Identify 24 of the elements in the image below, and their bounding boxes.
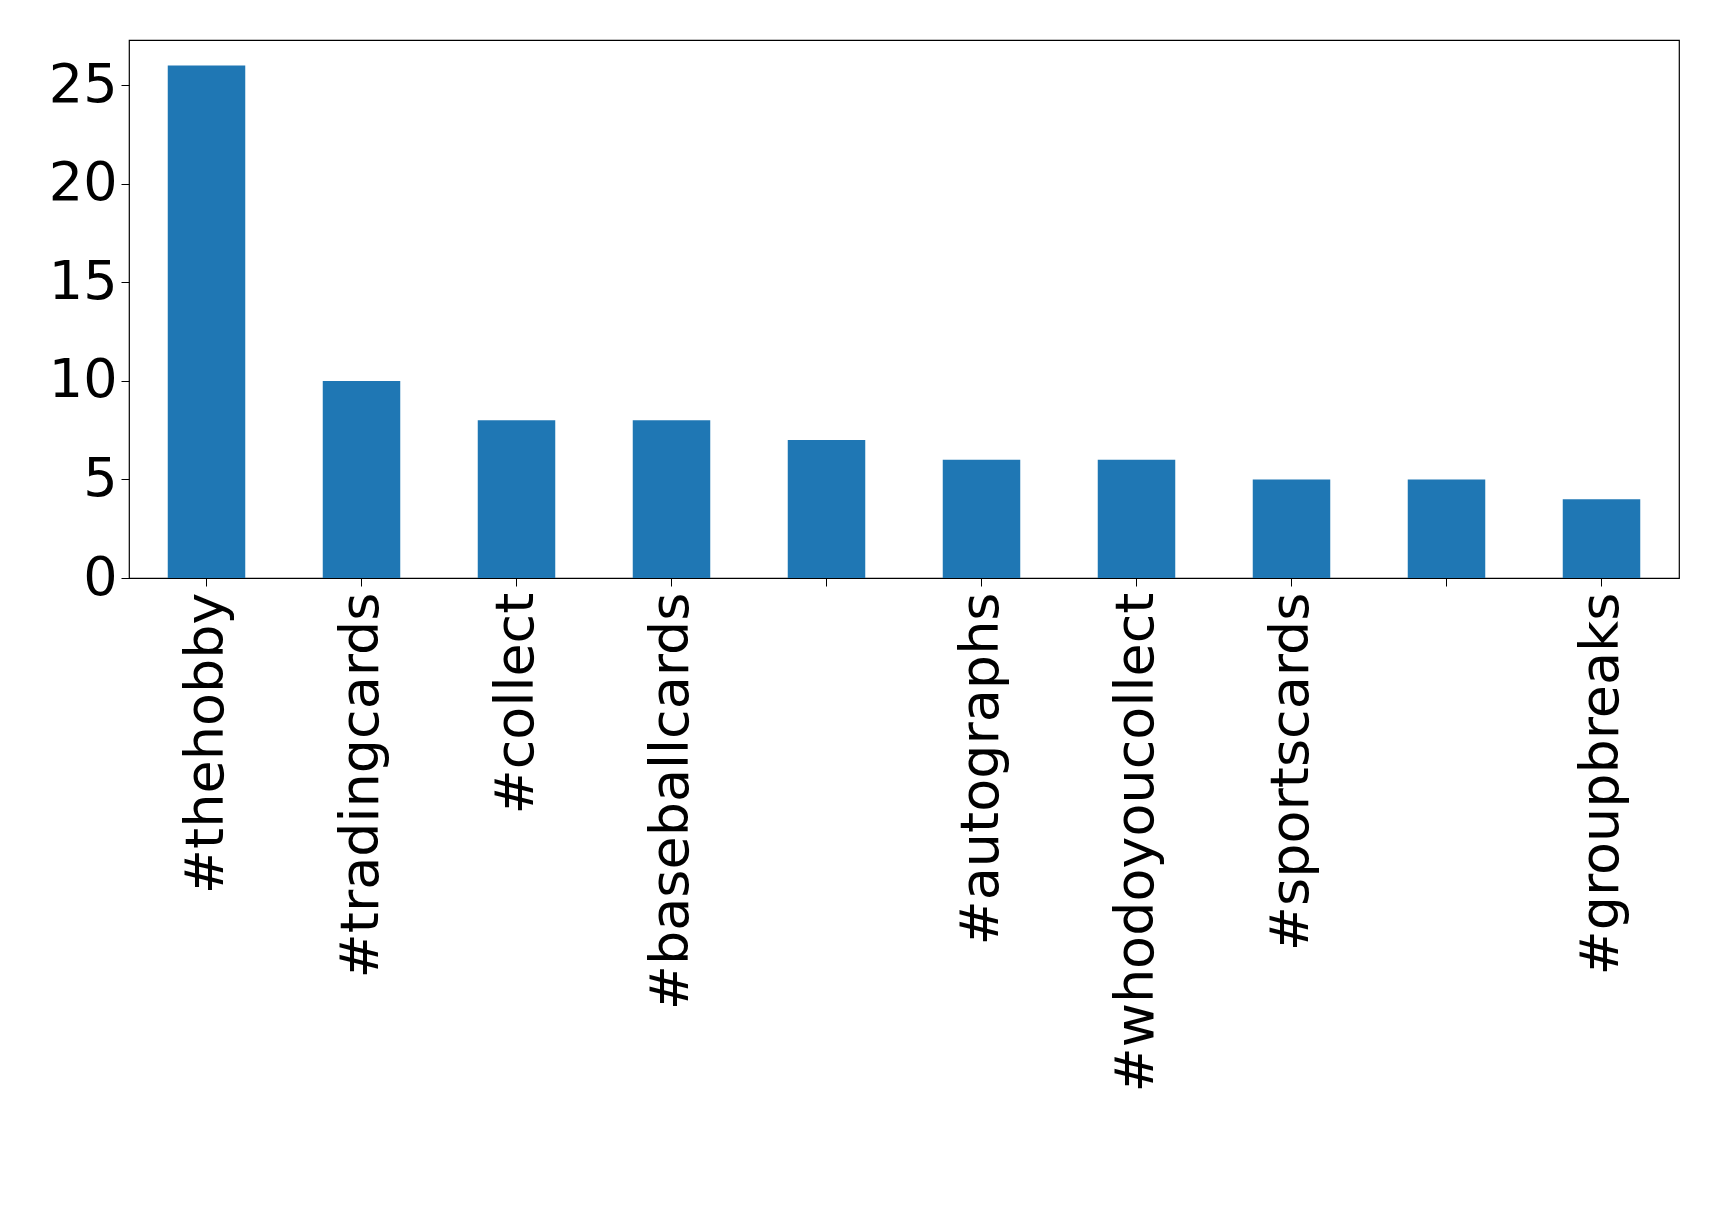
x-tick-label: #tradingcards [327,592,391,979]
bar [167,65,246,578]
bar [477,420,556,578]
y-tick-label: 5 [83,445,118,509]
bar [942,459,1021,578]
x-tick-label: #thehobby [172,592,236,895]
y-tick-label: 25 [48,51,118,115]
y-tick-label: 15 [48,248,118,312]
x-tick-label: #baseballcards [637,592,701,1011]
x-tick-label: #sportscards [1257,592,1321,952]
x-tick-label: #groupbreaks [1567,592,1631,976]
bar [787,440,866,578]
bar [1562,499,1641,578]
x-tick-label: #whodoyoucollect [1102,592,1166,1093]
bar [632,420,711,578]
y-tick-label: 20 [48,150,118,214]
y-tick-label: 0 [83,544,118,608]
bar [1407,479,1486,578]
x-tick-label: #collect [482,592,546,815]
bar [1252,479,1331,578]
bar [322,380,401,578]
bar [1097,459,1176,578]
y-tick-label: 10 [48,347,118,411]
x-tick-label: #autographs [947,592,1011,946]
